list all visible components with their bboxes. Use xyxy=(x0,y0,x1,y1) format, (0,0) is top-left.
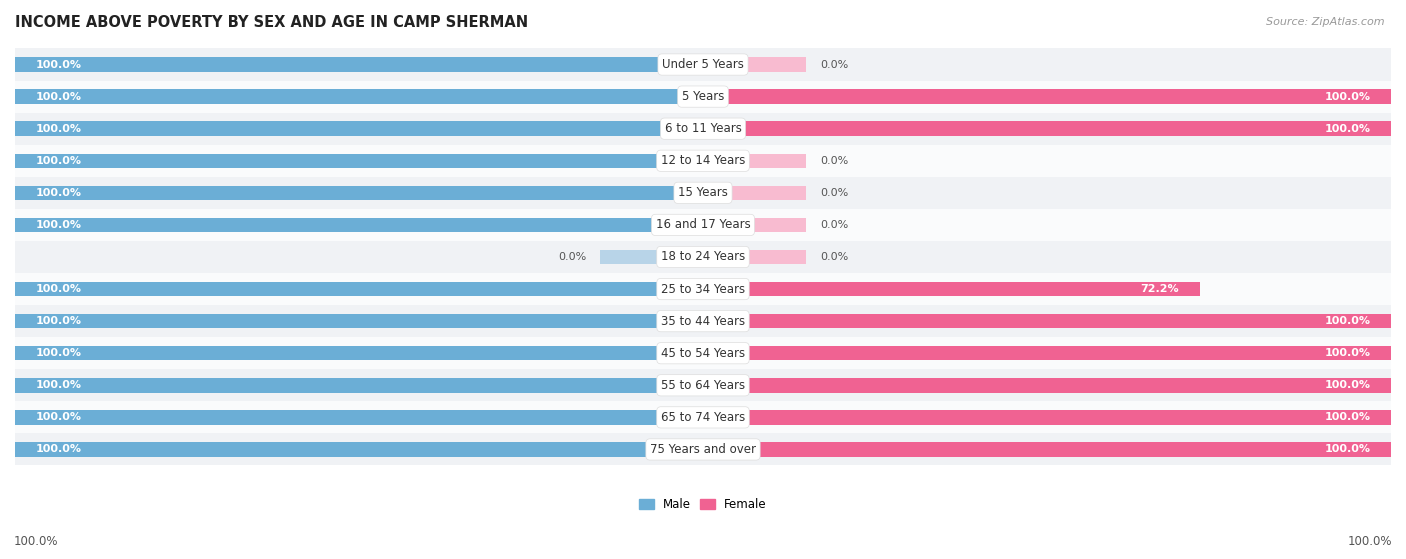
Bar xyxy=(703,314,1391,328)
Text: 18 to 24 Years: 18 to 24 Years xyxy=(661,250,745,263)
Text: 100.0%: 100.0% xyxy=(35,92,82,102)
Text: INCOME ABOVE POVERTY BY SEX AND AGE IN CAMP SHERMAN: INCOME ABOVE POVERTY BY SEX AND AGE IN C… xyxy=(15,15,529,30)
Text: 100.0%: 100.0% xyxy=(35,59,82,69)
Text: 12 to 14 Years: 12 to 14 Years xyxy=(661,154,745,167)
Bar xyxy=(15,273,1391,305)
Text: 100.0%: 100.0% xyxy=(35,124,82,134)
Bar xyxy=(703,217,806,232)
Bar xyxy=(15,346,703,361)
Bar xyxy=(15,410,703,425)
Bar xyxy=(15,378,703,392)
Bar xyxy=(15,282,703,296)
Bar xyxy=(703,154,806,168)
Text: 65 to 74 Years: 65 to 74 Years xyxy=(661,411,745,424)
Text: Under 5 Years: Under 5 Years xyxy=(662,58,744,71)
Text: 35 to 44 Years: 35 to 44 Years xyxy=(661,315,745,328)
Text: 100.0%: 100.0% xyxy=(35,316,82,326)
Text: 6 to 11 Years: 6 to 11 Years xyxy=(665,122,741,135)
Text: 100.0%: 100.0% xyxy=(1324,348,1371,358)
Bar xyxy=(15,58,703,72)
Bar xyxy=(15,217,703,232)
Bar xyxy=(703,346,1391,361)
Text: 100.0%: 100.0% xyxy=(14,535,59,548)
Text: 75 Years and over: 75 Years and over xyxy=(650,443,756,456)
Text: 100.0%: 100.0% xyxy=(35,284,82,294)
Bar xyxy=(15,89,703,104)
Bar xyxy=(15,121,703,136)
Text: 100.0%: 100.0% xyxy=(35,220,82,230)
Bar xyxy=(703,410,1391,425)
Bar xyxy=(15,49,1391,80)
Text: Source: ZipAtlas.com: Source: ZipAtlas.com xyxy=(1267,17,1385,27)
Text: 100.0%: 100.0% xyxy=(1324,316,1371,326)
Text: 0.0%: 0.0% xyxy=(820,59,848,69)
Bar xyxy=(703,378,1391,392)
Bar xyxy=(15,209,1391,241)
Bar xyxy=(15,433,1391,466)
Bar xyxy=(15,442,703,457)
Bar xyxy=(703,250,806,264)
Bar xyxy=(703,121,1391,136)
Bar xyxy=(15,112,1391,145)
Text: 100.0%: 100.0% xyxy=(35,413,82,423)
Bar xyxy=(703,58,806,72)
Text: 100.0%: 100.0% xyxy=(1324,380,1371,390)
Text: 100.0%: 100.0% xyxy=(1324,124,1371,134)
Text: 15 Years: 15 Years xyxy=(678,186,728,200)
Bar xyxy=(15,177,1391,209)
Bar xyxy=(15,369,1391,401)
Text: 100.0%: 100.0% xyxy=(1324,92,1371,102)
Text: 0.0%: 0.0% xyxy=(558,252,586,262)
Text: 0.0%: 0.0% xyxy=(820,188,848,198)
Bar xyxy=(15,186,703,200)
Text: 100.0%: 100.0% xyxy=(35,188,82,198)
Bar xyxy=(15,154,703,168)
Bar xyxy=(703,89,1391,104)
Bar xyxy=(15,145,1391,177)
Text: 55 to 64 Years: 55 to 64 Years xyxy=(661,379,745,392)
Text: 100.0%: 100.0% xyxy=(35,156,82,166)
Bar xyxy=(600,250,703,264)
Legend: Male, Female: Male, Female xyxy=(634,493,772,515)
Text: 100.0%: 100.0% xyxy=(35,444,82,454)
Bar xyxy=(15,305,1391,337)
Bar xyxy=(15,314,703,328)
Bar xyxy=(15,401,1391,433)
Text: 16 and 17 Years: 16 and 17 Years xyxy=(655,219,751,231)
Text: 5 Years: 5 Years xyxy=(682,90,724,103)
Text: 72.2%: 72.2% xyxy=(1140,284,1180,294)
Text: 0.0%: 0.0% xyxy=(820,220,848,230)
Bar xyxy=(15,241,1391,273)
Bar xyxy=(703,186,806,200)
Text: 100.0%: 100.0% xyxy=(35,380,82,390)
Text: 0.0%: 0.0% xyxy=(820,252,848,262)
Bar xyxy=(15,80,1391,112)
Bar xyxy=(703,282,1199,296)
Text: 45 to 54 Years: 45 to 54 Years xyxy=(661,347,745,360)
Text: 100.0%: 100.0% xyxy=(35,348,82,358)
Text: 100.0%: 100.0% xyxy=(1324,444,1371,454)
Bar xyxy=(15,337,1391,369)
Bar xyxy=(703,442,1391,457)
Text: 0.0%: 0.0% xyxy=(820,156,848,166)
Text: 25 to 34 Years: 25 to 34 Years xyxy=(661,282,745,296)
Text: 100.0%: 100.0% xyxy=(1347,535,1392,548)
Text: 100.0%: 100.0% xyxy=(1324,413,1371,423)
